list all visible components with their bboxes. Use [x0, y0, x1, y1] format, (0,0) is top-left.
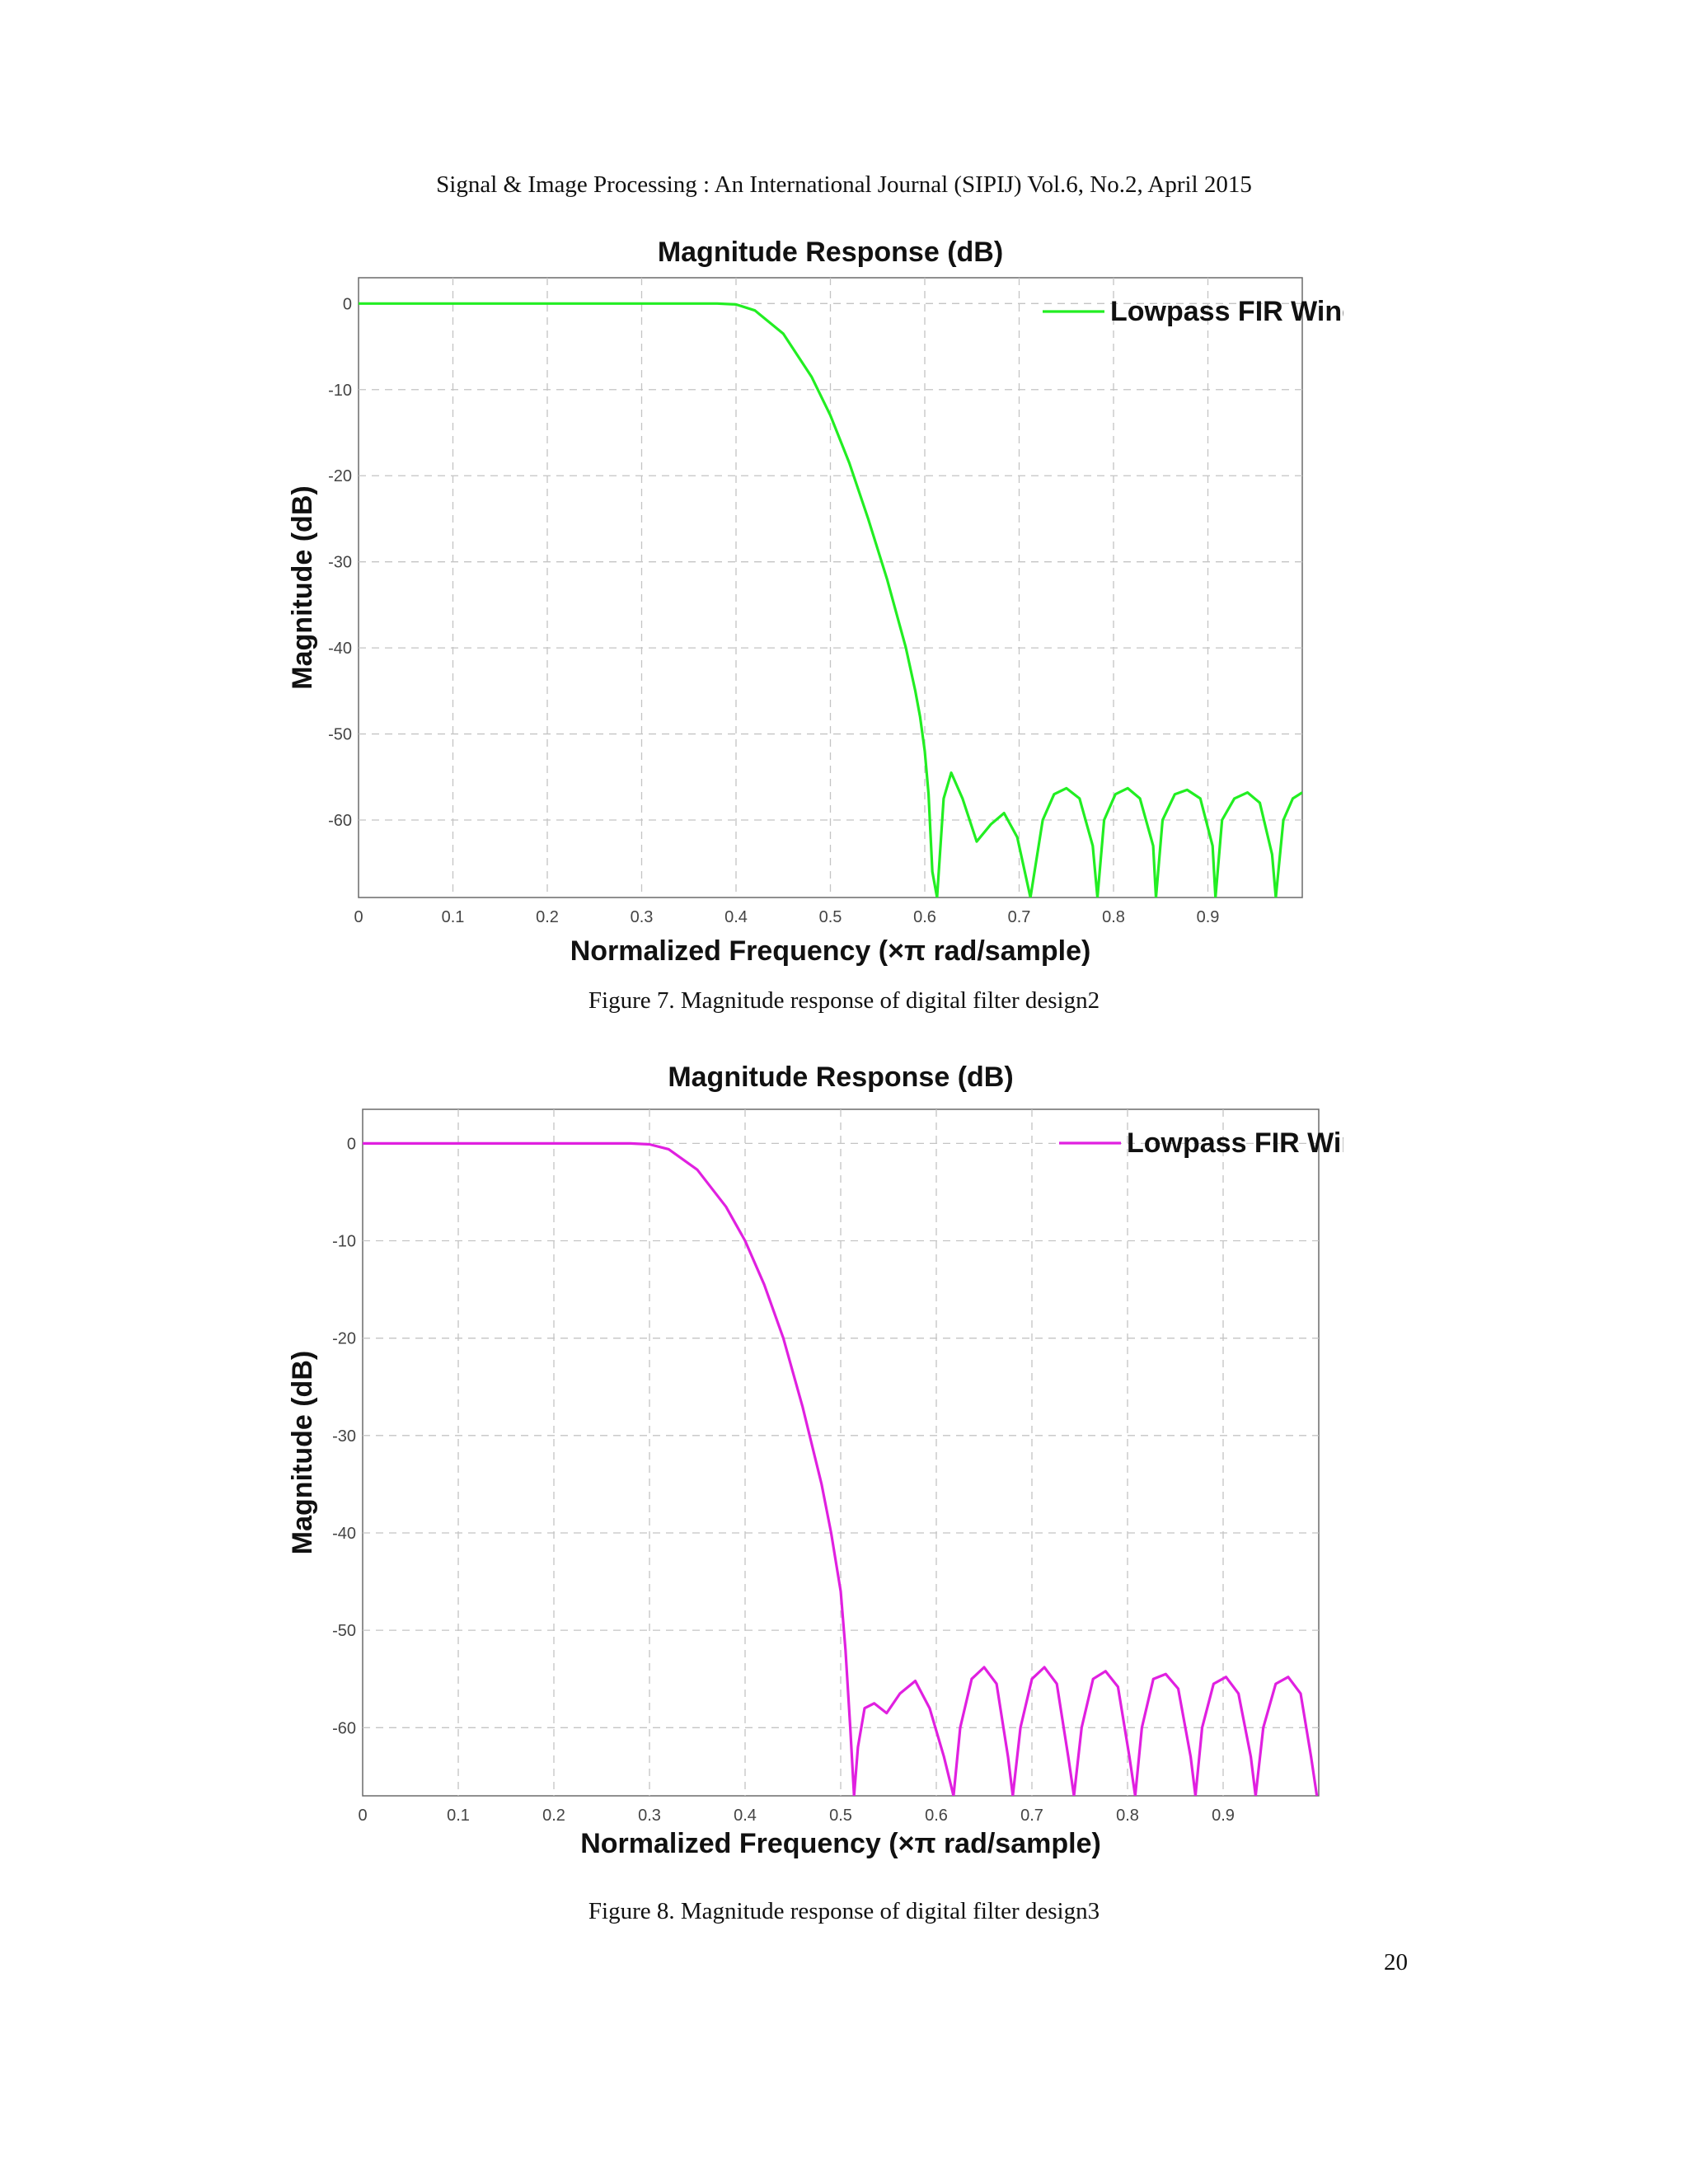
x-tick-label: 0.8: [1116, 1807, 1139, 1825]
x-tick-label: 0: [354, 908, 363, 926]
x-tick-label: 0.6: [925, 1807, 948, 1825]
y-tick-label: -50: [328, 726, 352, 744]
legend-label: Lowpass FIR Window: [1127, 1127, 1343, 1159]
x-tick-label: 0.1: [447, 1807, 470, 1825]
x-axis-label: Normalized Frequency (×π rad/sample): [570, 935, 1091, 967]
y-tick-label: -40: [332, 1525, 356, 1543]
page-number: 20: [1384, 1949, 1408, 1975]
x-tick-label: 0.2: [542, 1807, 565, 1825]
x-tick-label: 0.9: [1197, 908, 1220, 926]
y-tick-label: -60: [332, 1719, 356, 1737]
x-tick-label: 0.2: [536, 908, 559, 926]
y-axis-label: Magnitude (dB): [287, 1351, 318, 1554]
x-tick-label: 0.1: [442, 908, 465, 926]
y-tick-label: 0: [347, 1135, 356, 1153]
y-tick-label: -20: [328, 467, 352, 485]
x-tick-label: 0.8: [1102, 908, 1125, 926]
chart-title: Magnitude Response (dB): [668, 1062, 1013, 1093]
x-axis-label: Normalized Frequency (×π rad/sample): [580, 1828, 1101, 1859]
y-tick-label: -40: [328, 640, 352, 658]
figure-7: Magnitude Response (dB) 0 0.1 0.2 0.3 0.4 0.5 0…: [280, 227, 1343, 968]
x-tick-label: 0.5: [829, 1807, 852, 1825]
x-tick-label: 0.7: [1008, 908, 1031, 926]
y-tick-label: 0: [343, 295, 352, 313]
figure-8: Magnitude Response (dB) 0 0.1 0.2 0.3 0.4 0.5 0…: [280, 1045, 1343, 1861]
x-tick-label: 0.3: [638, 1807, 661, 1825]
y-axis-label: Magnitude (dB): [287, 485, 318, 689]
y-tick-label: -50: [332, 1622, 356, 1640]
x-tick-label: 0.7: [1020, 1807, 1043, 1825]
magnitude-response-chart-design3: Magnitude Response (dB) 0 0.1 0.2 0.3 0.4 0.5 0…: [287, 1062, 1343, 1859]
legend-label: Lowpass FIR Window: [1110, 296, 1343, 327]
x-tick-label: 0.4: [734, 1807, 757, 1825]
magnitude-response-chart-design2: Magnitude Response (dB) 0 0.1 0.2 0.3 0.4 0.5 0…: [287, 237, 1343, 967]
x-tick-label: 0.3: [631, 908, 654, 926]
series-line: [363, 1141, 1319, 1796]
y-tick-label: -30: [328, 554, 352, 572]
y-tick-label: -30: [332, 1427, 356, 1446]
figure-8-caption: Figure 8. Magnitude response of digital …: [588, 1898, 1100, 1924]
y-tick-label: -60: [328, 812, 352, 830]
x-tick-label: 0.4: [724, 908, 748, 926]
x-tick-label: 0.6: [913, 908, 936, 926]
y-tick-label: -20: [332, 1330, 356, 1348]
x-tick-label: 0.5: [819, 908, 842, 926]
x-tick-label: 0: [358, 1807, 367, 1825]
series-line: [359, 302, 1302, 898]
figure-7-caption: Figure 7. Magnitude response of digital …: [588, 987, 1100, 1014]
running-head: Signal & Image Processing : An Internati…: [436, 171, 1252, 198]
chart-title: Magnitude Response (dB): [658, 237, 1003, 268]
y-tick-label: -10: [332, 1233, 356, 1251]
y-tick-label: -10: [328, 382, 352, 400]
x-tick-label: 0.9: [1212, 1807, 1235, 1825]
